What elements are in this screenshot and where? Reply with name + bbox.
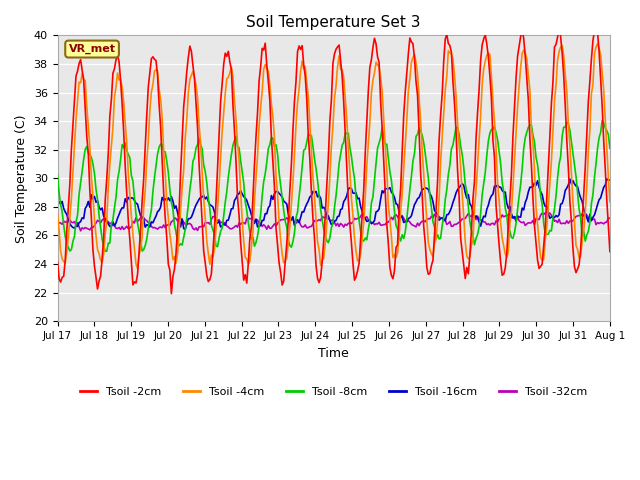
- Y-axis label: Soil Temperature (C): Soil Temperature (C): [15, 114, 28, 242]
- Title: Soil Temperature Set 3: Soil Temperature Set 3: [246, 15, 421, 30]
- Legend: Tsoil -2cm, Tsoil -4cm, Tsoil -8cm, Tsoil -16cm, Tsoil -32cm: Tsoil -2cm, Tsoil -4cm, Tsoil -8cm, Tsoi…: [76, 383, 591, 401]
- X-axis label: Time: Time: [318, 347, 349, 360]
- Text: VR_met: VR_met: [68, 44, 116, 54]
